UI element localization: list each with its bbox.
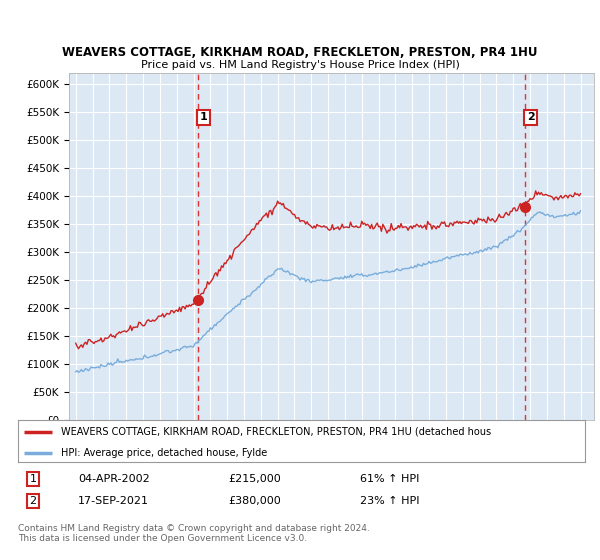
Text: 17-SEP-2021: 17-SEP-2021 [78, 496, 149, 506]
Text: 1: 1 [29, 474, 37, 484]
Text: £215,000: £215,000 [228, 474, 281, 484]
Text: Contains HM Land Registry data © Crown copyright and database right 2024.
This d: Contains HM Land Registry data © Crown c… [18, 524, 370, 543]
Text: HPI: Average price, detached house, Fylde: HPI: Average price, detached house, Fyld… [61, 448, 267, 458]
Text: WEAVERS COTTAGE, KIRKHAM ROAD, FRECKLETON, PRESTON, PR4 1HU (detached hous: WEAVERS COTTAGE, KIRKHAM ROAD, FRECKLETO… [61, 427, 491, 437]
Text: £380,000: £380,000 [228, 496, 281, 506]
Text: 2: 2 [527, 113, 535, 123]
Text: 23% ↑ HPI: 23% ↑ HPI [360, 496, 419, 506]
Text: 2: 2 [29, 496, 37, 506]
Text: Price paid vs. HM Land Registry's House Price Index (HPI): Price paid vs. HM Land Registry's House … [140, 60, 460, 70]
Text: 61% ↑ HPI: 61% ↑ HPI [360, 474, 419, 484]
Text: WEAVERS COTTAGE, KIRKHAM ROAD, FRECKLETON, PRESTON, PR4 1HU: WEAVERS COTTAGE, KIRKHAM ROAD, FRECKLETO… [62, 46, 538, 59]
Text: 1: 1 [200, 113, 208, 123]
Text: 04-APR-2002: 04-APR-2002 [78, 474, 150, 484]
